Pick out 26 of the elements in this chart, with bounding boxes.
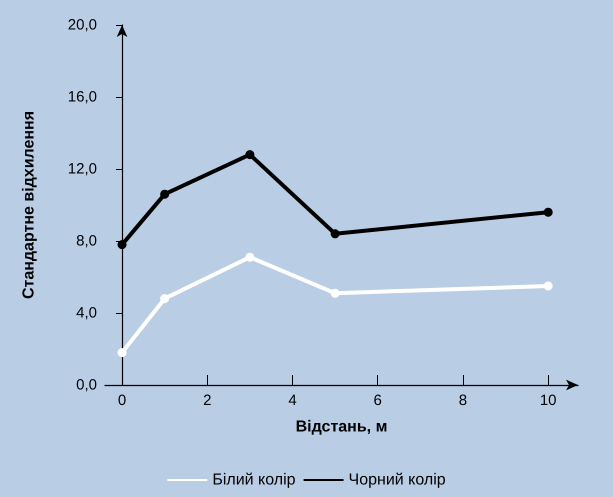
point xyxy=(118,348,127,358)
legend-label: Білий колір xyxy=(212,472,296,488)
y-tick-label: 0,0 xyxy=(76,376,97,394)
y-axis-title: Стандартне відхилення xyxy=(20,110,38,300)
x-tick-label: 10 xyxy=(540,392,557,409)
x-tick-label: 6 xyxy=(374,392,382,409)
point xyxy=(544,282,553,290)
x-tick-label: 2 xyxy=(203,392,212,409)
point xyxy=(160,190,170,199)
point xyxy=(245,252,254,262)
point xyxy=(118,240,127,250)
x-tick-label: 8 xyxy=(458,392,468,409)
point xyxy=(245,150,254,160)
y-tick-label: 16,0 xyxy=(68,88,97,106)
y-tick-label: 12,0 xyxy=(68,160,97,178)
y-tick-label: 4,0 xyxy=(76,304,97,322)
legend-label: Чорний колір xyxy=(348,472,446,488)
y-tick-label: 20,0 xyxy=(68,16,97,34)
x-axis-title: Відстань, м xyxy=(296,418,388,436)
x-tick-label: 0 xyxy=(118,392,126,409)
x-tick-label: 4 xyxy=(288,392,297,409)
point xyxy=(330,288,340,298)
point xyxy=(330,229,340,238)
point xyxy=(160,294,170,304)
point xyxy=(544,208,553,217)
y-tick-label: 8,0 xyxy=(76,232,97,250)
